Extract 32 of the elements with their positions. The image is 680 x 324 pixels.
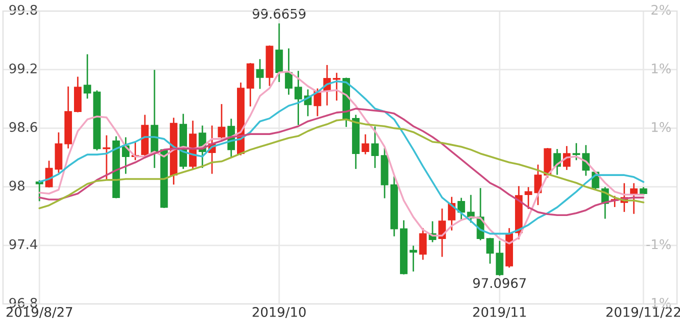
candlestick [45,160,53,188]
candlestick [524,187,532,209]
candlestick [362,134,370,154]
candlestick [371,126,379,168]
candlestick [419,228,427,260]
candlestick [496,240,504,276]
y2-tick-label: 1% [652,122,671,132]
y2-tick-label: -1% [646,239,671,250]
line-series [38,118,644,210]
annotation: 97.0967 [473,278,526,288]
candlestick [332,72,340,101]
x-tick-label: 2019/11 [473,307,526,318]
x-tick-label: 2019/11/22 [606,307,680,318]
candlestick [458,198,466,221]
y-tick-label: 99.2 [9,63,37,74]
candlestick [410,246,418,272]
y-tick-label: 98.6 [9,122,38,132]
x-tick-label: 2019/10 [252,307,306,318]
candlestick [294,70,302,125]
y2-tick-label: 1% [652,63,671,74]
candlestick [284,48,292,95]
candlestick [572,143,580,160]
line-series [38,108,644,216]
candlestick [486,238,494,264]
candlestick [534,164,542,206]
x-tick-label: 2019/8/27 [6,307,72,318]
candlestick [36,180,44,202]
candlestick [256,59,264,89]
y-tick-label: 97.4 [9,239,38,250]
y-tick-label: 98 [9,180,24,191]
candlestick [84,54,92,99]
candlestick [275,23,283,82]
